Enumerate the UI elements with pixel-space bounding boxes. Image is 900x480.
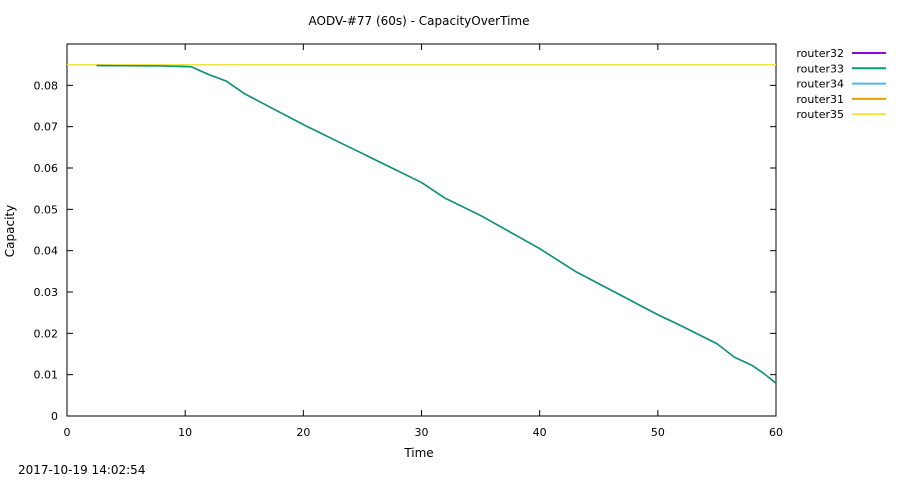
plot-frame <box>66 43 777 417</box>
series-line-router33 <box>96 64 777 384</box>
legend: router32 router33 router34 router31 router35 <box>796 47 886 121</box>
y-tick-label: 0.05 <box>34 203 59 216</box>
legend-label-router32: router32 <box>796 47 844 60</box>
x-tick-label: 0 <box>64 426 71 439</box>
x-tick-label: 40 <box>533 426 547 439</box>
y-tick-label: 0 <box>51 410 58 423</box>
x-tick-label: 10 <box>178 426 192 439</box>
series-line-router32 <box>96 64 777 384</box>
timestamp: 2017-10-19 14:02:54 <box>18 463 145 477</box>
legend-label-router35: router35 <box>796 108 844 121</box>
y-axis-label: Capacity <box>3 205 17 257</box>
x-tick-label: 50 <box>651 426 665 439</box>
legend-label-router34: router34 <box>796 78 844 91</box>
y-tick-label: 0.04 <box>34 245 59 258</box>
y-axis: 0 0.01 0.02 0.03 0.04 0.05 0.06 0.07 0.08 <box>34 79 776 423</box>
x-tick-label: 60 <box>769 426 783 439</box>
plot-area <box>66 43 777 417</box>
chart-title: AODV-#77 (60s) - CapacityOverTime <box>309 14 530 28</box>
y-tick-label: 0.02 <box>34 327 59 340</box>
x-axis-label: Time <box>403 446 433 460</box>
y-tick-label: 0.03 <box>34 286 59 299</box>
y-tick-label: 0.07 <box>34 121 59 134</box>
x-tick-label: 20 <box>296 426 310 439</box>
y-tick-label: 0.06 <box>34 162 59 175</box>
x-tick-label: 30 <box>415 426 429 439</box>
legend-label-router33: router33 <box>796 62 844 75</box>
y-tick-label: 0.08 <box>34 79 59 92</box>
series-layer <box>67 63 777 384</box>
y-tick-label: 0.01 <box>34 369 59 382</box>
legend-label-router31: router31 <box>796 93 844 106</box>
x-axis: 0 10 20 30 40 50 60 <box>64 44 783 439</box>
